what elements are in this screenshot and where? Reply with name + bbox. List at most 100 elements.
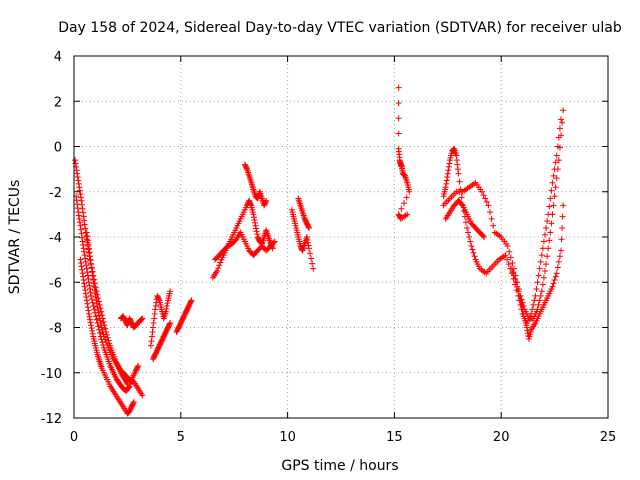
data-point (92, 290, 99, 297)
series-arc-a (72, 157, 131, 388)
data-point (163, 303, 170, 310)
data-point (81, 221, 88, 228)
data-point (80, 276, 87, 283)
data-point (556, 125, 563, 132)
data-point (163, 305, 170, 312)
data-point (84, 300, 91, 307)
data-point (74, 205, 81, 212)
data-point (309, 260, 316, 267)
data-point (85, 310, 92, 317)
data-point (483, 198, 490, 205)
data-point (482, 195, 489, 202)
data-point (560, 107, 567, 114)
data-point (553, 270, 560, 277)
data-point (90, 276, 97, 283)
series-arc-n (395, 84, 413, 222)
data-point (139, 315, 146, 322)
x-tick-label: 25 (600, 430, 617, 445)
data-point (307, 250, 314, 257)
series-arc-o (440, 116, 565, 326)
data-point (216, 262, 223, 269)
data-point (76, 184, 83, 191)
data-point (150, 324, 157, 331)
data-point (536, 297, 543, 304)
data-point (167, 288, 174, 295)
data-point (152, 306, 159, 313)
data-point (514, 283, 521, 290)
data-point (444, 174, 451, 181)
data-point (555, 157, 562, 164)
data-point (523, 324, 530, 331)
data-point (104, 342, 111, 349)
data-point (544, 253, 551, 260)
data-point (73, 167, 80, 174)
data-point (558, 247, 565, 254)
data-point (72, 157, 79, 164)
data-point (520, 310, 527, 317)
data-point (466, 234, 473, 240)
data-point (550, 202, 557, 209)
data-point (558, 236, 565, 243)
y-tick-label: -8 (49, 322, 62, 337)
y-tick-label: -6 (49, 276, 62, 291)
data-point (516, 292, 523, 299)
data-point (552, 184, 559, 191)
data-point (486, 209, 493, 216)
data-point (85, 307, 92, 314)
data-point (506, 248, 513, 255)
data-point (80, 209, 87, 216)
series-arc-k (241, 161, 270, 209)
data-point (79, 201, 86, 208)
data-point (443, 177, 450, 184)
data-point (87, 289, 94, 296)
data-point (458, 201, 465, 208)
data-point (548, 187, 555, 194)
data-point (519, 306, 526, 313)
data-point (305, 242, 312, 249)
y-tick-label: 2 (54, 95, 62, 110)
data-point (88, 261, 95, 268)
x-tick-label: 0 (70, 430, 78, 445)
data-point (550, 280, 557, 287)
data-point (88, 296, 95, 303)
data-point (102, 325, 109, 332)
data-point (78, 263, 85, 270)
data-point (559, 213, 566, 220)
data-point (533, 286, 540, 293)
data-point (79, 205, 86, 212)
data-point (253, 228, 260, 235)
series-arc-h (173, 297, 195, 336)
data-point (555, 258, 562, 265)
data-point (82, 255, 89, 262)
data-point (305, 223, 312, 230)
data-point (95, 309, 102, 316)
data-point (543, 261, 550, 268)
data-point (84, 272, 91, 279)
data-point (531, 297, 538, 304)
data-point (83, 262, 90, 269)
data-point (465, 229, 472, 236)
data-point (445, 167, 452, 174)
data-point (517, 297, 524, 304)
data-point (123, 379, 130, 386)
data-point (485, 202, 492, 209)
data-point (83, 293, 90, 300)
data-point (253, 225, 260, 232)
data-point (530, 301, 537, 308)
data-point (95, 323, 102, 330)
data-point (82, 225, 89, 232)
data-point (87, 253, 94, 260)
x-tick-label: 15 (386, 430, 403, 445)
data-point (512, 275, 519, 282)
data-point (532, 292, 539, 299)
data-point (81, 217, 88, 224)
data-point (395, 99, 402, 106)
data-point (518, 296, 525, 303)
data-point (80, 213, 87, 220)
data-point (81, 280, 88, 287)
data-point (546, 237, 553, 244)
data-point (95, 306, 102, 313)
data-point (454, 166, 461, 173)
data-point (214, 267, 221, 274)
data-point (75, 209, 82, 216)
